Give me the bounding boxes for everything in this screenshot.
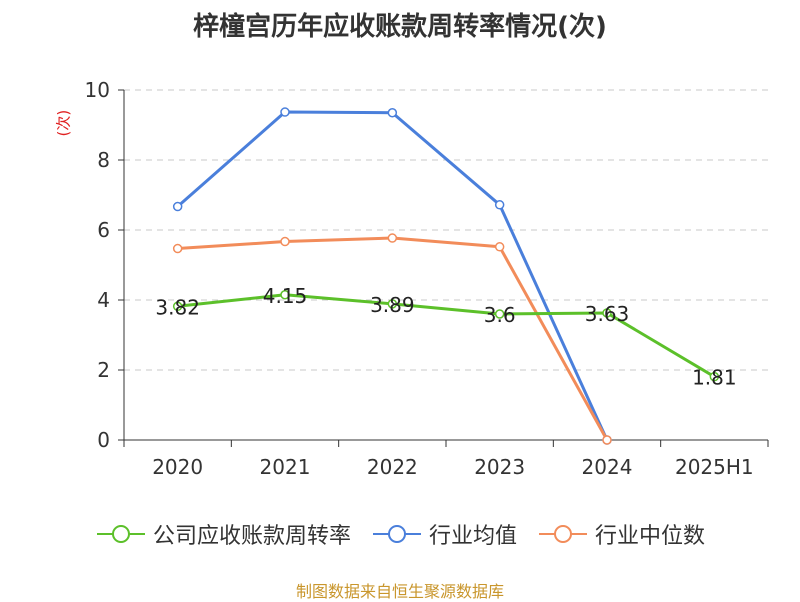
x-tick-label-2020: 2020 [152, 455, 203, 479]
series-0-point-2021 [280, 290, 290, 300]
x-tick-label-2025H1: 2025H1 [675, 455, 754, 479]
series-1-point-2022 [387, 108, 398, 118]
data-label-2025H1: 1.81 [692, 366, 737, 390]
x-tick-label-2021: 2021 [260, 455, 311, 479]
y-tick-label-4: 4 [97, 288, 110, 312]
legend-marker-industry-mean [372, 525, 421, 543]
series-0-point-2025H1 [709, 371, 720, 382]
series-line-2 [177, 236, 609, 441]
series-2-point-2021 [280, 236, 290, 247]
series-0-point-2022 [387, 299, 398, 309]
series-0-point-2024 [602, 308, 612, 318]
x-tick-label-2024: 2024 [582, 455, 633, 479]
series-1-point-2021 [280, 107, 290, 117]
y-tick-label-10: 10 [85, 78, 110, 102]
y-tick-label-0: 0 [97, 428, 110, 452]
y-tick-label-6: 6 [97, 218, 110, 242]
chart-legend: 公司应收账款周转率 行业均值 行业中位数 [0, 518, 800, 550]
legend-item-industry-median[interactable]: 行业中位数 [537, 518, 705, 550]
y-tick-label-8: 8 [97, 148, 110, 172]
series-1-point-2023 [494, 200, 505, 210]
data-label-2024: 3.63 [585, 302, 630, 326]
legend-label-industry-mean: 行业均值 [428, 524, 517, 549]
legend-marker-industry-median [539, 525, 587, 543]
series-2-point-2023 [494, 242, 505, 252]
series-0-point-2020 [172, 301, 183, 312]
legend-marker-company [96, 525, 145, 543]
y-tick-label-2: 2 [97, 358, 110, 382]
series-line-0 [177, 293, 716, 378]
series-2-point-2024 [602, 435, 612, 445]
series-0-point-2023 [494, 309, 505, 319]
data-label-2020: 3.82 [155, 295, 200, 319]
series-line-1 [176, 110, 609, 441]
data-label-2021: 4.15 [263, 284, 308, 308]
series-2-point-2022 [387, 233, 398, 243]
x-tick-label-2022: 2022 [367, 455, 418, 479]
series-1-point-2020 [172, 201, 183, 212]
legend-item-company[interactable]: 公司应收账款周转率 [95, 518, 351, 550]
series-2-point-2020 [172, 243, 183, 254]
chart-title: 梓橦宫历年应收账款周转率情况(次) [193, 12, 607, 42]
legend-label-company: 公司应收账款周转率 [152, 524, 351, 549]
data-source: 制图数据来自恒生聚源数据库 [295, 582, 504, 601]
data-label-2023: 3.6 [484, 303, 516, 327]
data-label-2022: 3.89 [370, 293, 415, 317]
x-tick-label-2023: 2023 [474, 455, 525, 479]
legend-label-industry-median: 行业中位数 [595, 524, 706, 549]
legend-item-industry-mean[interactable]: 行业均值 [371, 518, 517, 550]
